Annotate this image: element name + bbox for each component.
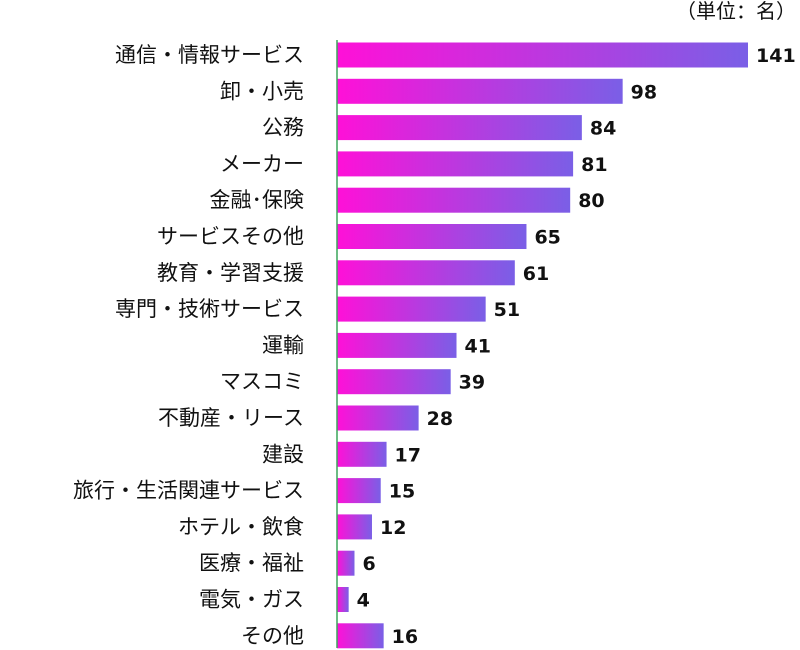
bar xyxy=(337,478,381,504)
bars-layer: 通信・情報サービス 141 卸・小売 98 公務 84 メーカー 81 金融･保険 80 サービスそ… xyxy=(73,42,796,649)
unit-note: （単位：名） xyxy=(676,0,796,23)
category-label: 建設 xyxy=(262,442,304,466)
value-label: 81 xyxy=(581,154,607,176)
bar xyxy=(337,42,748,68)
value-label: 65 xyxy=(534,227,560,249)
category-label: 旅行・生活関連サービス xyxy=(73,479,304,503)
bar xyxy=(337,115,582,141)
category-label: その他 xyxy=(241,624,304,648)
category-label: 卸・小売 xyxy=(220,79,304,103)
value-label: 39 xyxy=(459,372,485,394)
category-label: サービスその他 xyxy=(157,225,304,249)
bar xyxy=(337,332,457,358)
category-label: 公務 xyxy=(262,116,304,140)
bar xyxy=(337,405,419,431)
category-label: 不動産・リース xyxy=(158,406,304,430)
category-label: 金融･保険 xyxy=(210,188,305,212)
value-label: 6 xyxy=(362,553,375,575)
value-label: 41 xyxy=(465,335,491,357)
category-label: 電気・ガス xyxy=(199,588,304,612)
category-label: 運輸 xyxy=(262,333,304,357)
bar xyxy=(337,550,355,576)
bar xyxy=(337,623,384,649)
bar xyxy=(337,514,372,540)
bar xyxy=(337,369,451,395)
bar xyxy=(337,441,387,467)
category-label: 教育・学習支援 xyxy=(157,261,304,285)
bar xyxy=(337,260,515,286)
bar xyxy=(337,296,486,322)
value-label: 28 xyxy=(427,408,453,430)
bar xyxy=(337,78,623,104)
value-label: 84 xyxy=(590,118,616,140)
bar xyxy=(337,187,571,213)
category-label: 専門・技術サービス xyxy=(115,297,304,321)
value-label: 12 xyxy=(380,517,406,539)
bar xyxy=(337,151,574,177)
value-label: 15 xyxy=(389,481,415,503)
value-label: 16 xyxy=(392,626,418,648)
bar xyxy=(337,224,527,249)
category-label: マスコミ xyxy=(220,370,304,394)
category-label: メーカー xyxy=(220,152,304,176)
category-label: 通信・情報サービス xyxy=(115,43,304,67)
value-label: 4 xyxy=(357,590,370,612)
value-label: 17 xyxy=(395,444,421,466)
bar xyxy=(337,587,349,612)
value-label: 80 xyxy=(578,190,604,212)
category-label: 医療・福祉 xyxy=(199,551,304,575)
value-label: 51 xyxy=(494,299,520,321)
value-label: 141 xyxy=(756,45,796,67)
value-label: 61 xyxy=(523,263,549,285)
value-label: 98 xyxy=(631,81,657,103)
category-label: ホテル・飲食 xyxy=(178,515,304,539)
